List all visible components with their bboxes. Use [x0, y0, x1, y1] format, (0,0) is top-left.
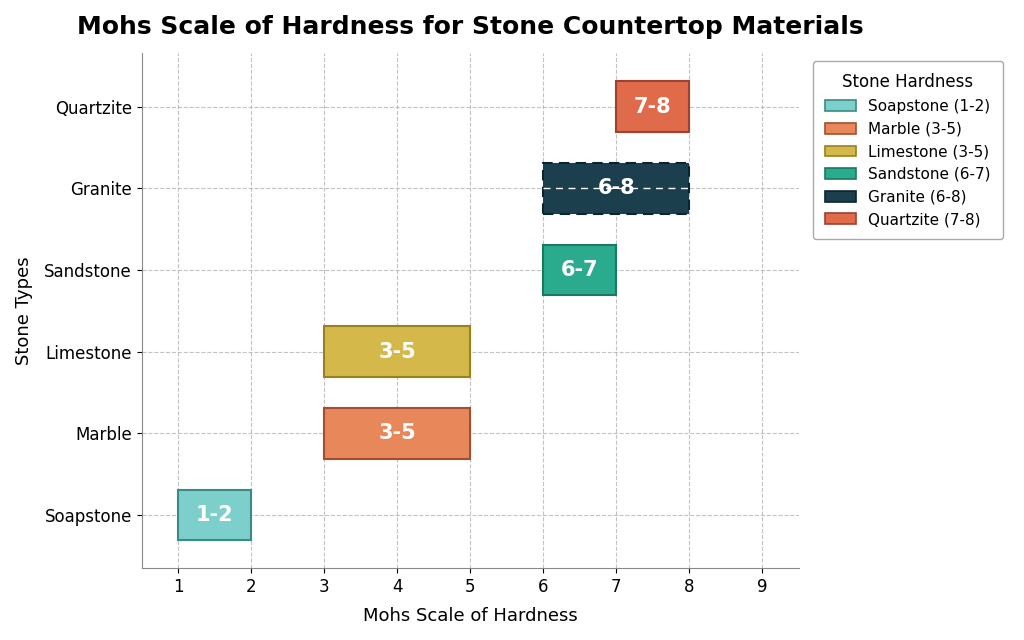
Y-axis label: Stone Types: Stone Types: [15, 257, 33, 365]
Text: 6-7: 6-7: [561, 260, 598, 280]
Text: 3-5: 3-5: [378, 342, 416, 362]
Bar: [543, 163, 689, 214]
X-axis label: Mohs Scale of Hardness: Mohs Scale of Hardness: [362, 607, 578, 625]
Text: 7-8: 7-8: [634, 97, 672, 116]
Legend: Soapstone (1-2), Marble (3-5), Limestone (3-5), Sandstone (6-7), Granite (6-8), : Soapstone (1-2), Marble (3-5), Limestone…: [813, 61, 1002, 239]
Bar: [616, 81, 689, 132]
Title: Mohs Scale of Hardness for Stone Countertop Materials: Mohs Scale of Hardness for Stone Counter…: [77, 15, 863, 39]
Text: 1-2: 1-2: [196, 505, 233, 525]
Bar: [178, 490, 251, 540]
Bar: [325, 408, 470, 459]
Bar: [543, 244, 616, 295]
Text: 3-5: 3-5: [378, 423, 416, 444]
Bar: [325, 326, 470, 377]
Text: 6-8: 6-8: [597, 179, 635, 198]
